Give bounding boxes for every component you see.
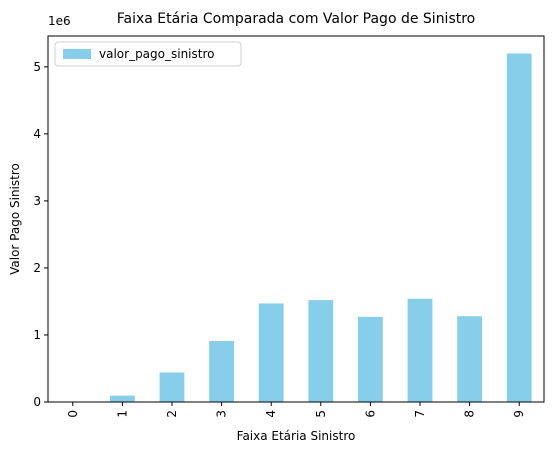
y-tick-label-3: 3 — [33, 194, 41, 208]
y-axis-offset-label: 1e6 — [48, 14, 71, 28]
bar-6 — [358, 316, 383, 402]
bar-8 — [457, 316, 482, 402]
bar-3 — [209, 341, 234, 402]
x-axis-label: Faixa Etária Sinistro — [237, 429, 356, 443]
x-tick-label-6: 6 — [363, 410, 377, 418]
legend-box — [54, 41, 242, 67]
x-tick-label-7: 7 — [413, 410, 427, 418]
y-tick-label-1: 1 — [33, 328, 41, 342]
plot-frame — [47, 35, 545, 403]
bar-1 — [110, 395, 135, 402]
legend-label: valor_pago_sinistro — [99, 47, 215, 61]
legend: valor_pago_sinistro — [54, 41, 242, 67]
bar-9 — [506, 53, 532, 403]
x-tick-label-1: 1 — [115, 410, 129, 418]
bar-5 — [308, 300, 334, 402]
x-tick-label-3: 3 — [215, 410, 229, 418]
plot-area: 0 1 2 3 4 5 0 1 2 3 4 5 6 7 8 9 — [33, 35, 545, 418]
y-tick-label-0: 0 — [33, 395, 41, 409]
x-tick-label-8: 8 — [463, 410, 477, 418]
x-tick-label-5: 5 — [314, 410, 328, 418]
y-axis-label: Valor Pago Sinistro — [8, 163, 22, 275]
chart-title: Faixa Etária Comparada com Valor Pago de… — [117, 11, 476, 27]
y-tick-label-5: 5 — [33, 60, 41, 74]
bar-4 — [258, 303, 284, 402]
legend-swatch — [63, 49, 91, 59]
y-tick-label-2: 2 — [33, 261, 41, 275]
x-tick-label-2: 2 — [165, 410, 179, 418]
x-tick-label-9: 9 — [512, 410, 526, 418]
x-tick-label-0: 0 — [66, 410, 80, 418]
y-tick-label-4: 4 — [33, 127, 41, 141]
bar-2 — [159, 372, 185, 402]
x-tick-label-4: 4 — [264, 410, 278, 418]
bar-7 — [407, 298, 433, 402]
